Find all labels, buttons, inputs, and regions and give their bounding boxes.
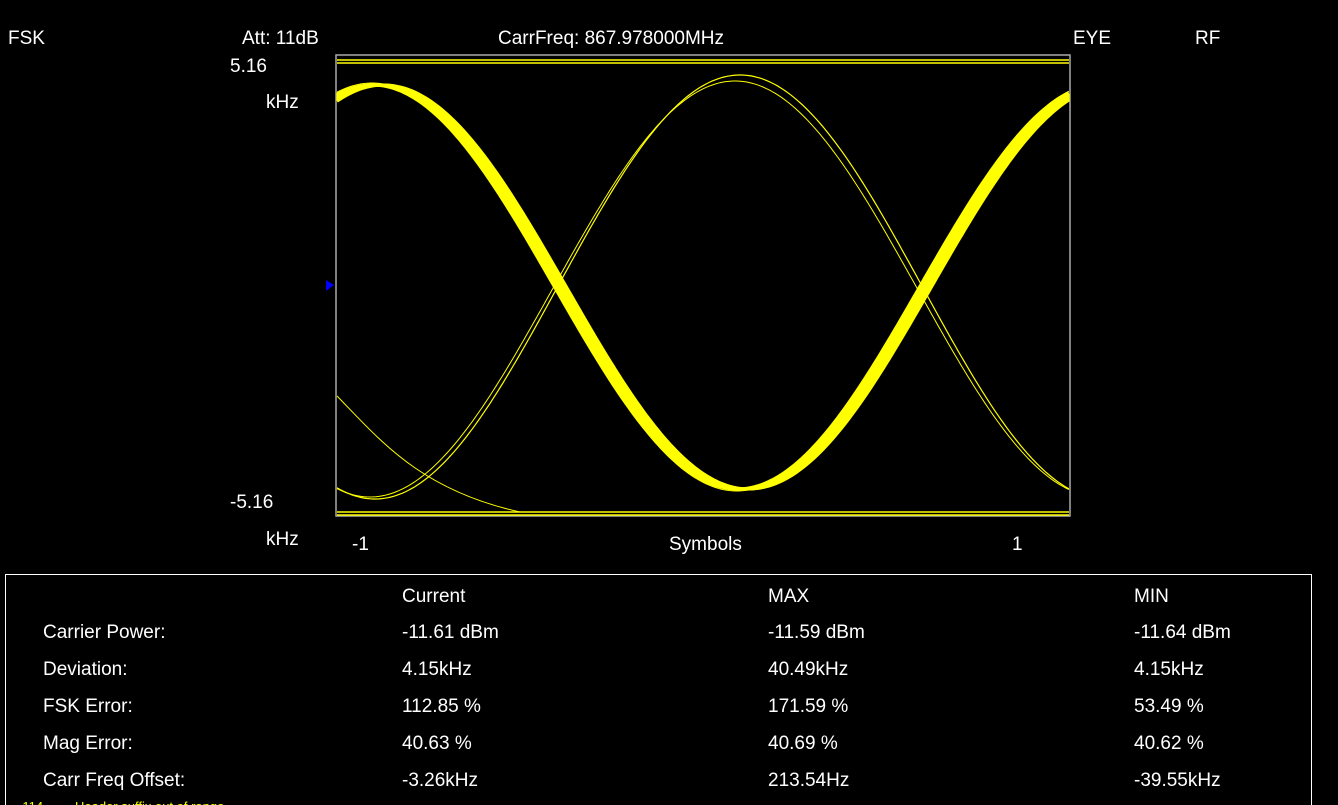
eye-trace [336,74,1070,500]
cell: 4.15kHz [402,659,472,680]
column-header: MAX [768,586,810,607]
cell: -11.61 dBm [402,622,499,643]
results-table: Current MAX MIN Carrier Power: -11.61 dBm -11… [5,574,1312,805]
cell: -39.55kHz [1134,770,1221,791]
attenuation: Att: 11dB [242,28,319,49]
eye-diagram [326,54,1071,517]
y-bottom-unit: kHz [266,529,299,550]
row-label: Carr Freq Offset: [43,770,186,791]
x-label: Symbols [669,534,742,555]
marker [326,280,334,291]
cell: 53.49 % [1134,696,1204,717]
column-header: Current [402,586,466,607]
view: EYE [1073,28,1112,49]
eye-trace [336,83,1070,491]
x-left: -1 [352,534,369,555]
cell: 4.15kHz [1134,659,1204,680]
cell: 112.85 % [402,696,481,717]
y-top: 5.16 [230,56,267,77]
cell: 213.54Hz [768,770,850,791]
row-label: Mag Error: [43,733,133,754]
status-message: Header suffix out of range [75,797,224,805]
row-label: FSK Error: [43,696,133,717]
status-code: -114 [18,797,43,805]
carrier-frequency: CarrFreq: 867.978000MHz [498,28,724,49]
cell: 40.69 % [768,733,838,754]
cell: 40.63 % [402,733,472,754]
eye-traces [336,59,1070,516]
cell: -11.64 dBm [1134,622,1231,643]
source: RF [1195,28,1221,49]
eye-trace [336,82,1070,492]
cell: 40.62 % [1134,733,1204,754]
y-bottom: -5.16 [230,492,274,513]
cell: 40.49kHz [768,659,849,680]
cell: -11.59 dBm [768,622,865,643]
row-label: Deviation: [43,659,128,680]
mode: FSK [8,28,45,49]
column-header: MIN [1134,586,1169,607]
x-right: 1 [1012,534,1023,555]
row-label: Carrier Power: [43,622,166,643]
eye-trace [336,80,1070,498]
cell: -3.26kHz [402,770,479,791]
y-top-unit: kHz [266,92,299,113]
cell: 171.59 % [768,696,849,717]
eye-trace [336,395,521,513]
